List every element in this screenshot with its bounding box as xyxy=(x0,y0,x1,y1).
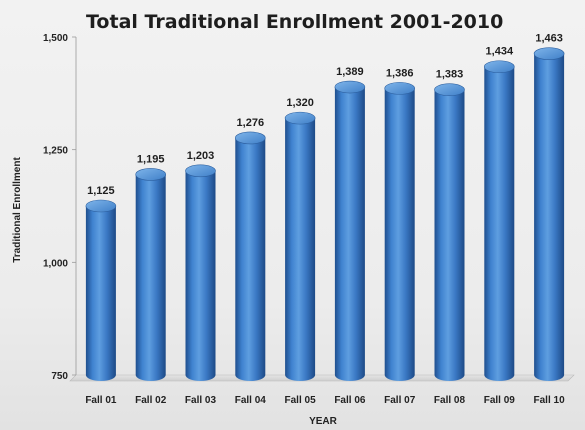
y-tick-label: 1,500 xyxy=(43,33,68,44)
bar-body xyxy=(434,89,465,381)
bar-body xyxy=(534,53,565,381)
bar-body xyxy=(285,118,316,382)
bar xyxy=(434,83,465,381)
bar-cap xyxy=(483,60,515,74)
y-tick-label: 1,000 xyxy=(43,258,68,269)
data-label: 1,320 xyxy=(286,97,314,109)
bars-group xyxy=(85,47,565,382)
data-label: 1,386 xyxy=(386,67,414,79)
data-label: 1,463 xyxy=(535,33,563,45)
bar-cap xyxy=(434,83,465,97)
labels-group: 1,125 Fall 01 1,195 Fall 02 1,203 Fall 03 1,27… xyxy=(85,33,565,406)
bar-body xyxy=(235,137,266,381)
data-label: 1,125 xyxy=(87,185,115,197)
chart-title: Total Traditional Enrollment 2001-2010 xyxy=(86,11,503,33)
bar xyxy=(135,168,166,381)
x-tick-label: Fall 01 xyxy=(85,395,117,406)
bar-cap xyxy=(384,82,416,95)
bar-cap xyxy=(235,131,266,145)
bar xyxy=(533,47,565,381)
x-tick-label: Fall 03 xyxy=(185,395,217,406)
x-tick-label: Fall 10 xyxy=(534,395,566,406)
bar xyxy=(185,164,216,381)
x-tick-label: Fall 04 xyxy=(235,395,267,406)
bar xyxy=(384,82,416,381)
x-tick-label: Fall 05 xyxy=(285,395,317,406)
bar xyxy=(235,131,266,381)
data-label: 1,434 xyxy=(486,46,514,58)
data-label: 1,383 xyxy=(436,69,464,81)
bar-body xyxy=(185,170,216,381)
bar-cap xyxy=(533,47,565,60)
data-label: 1,276 xyxy=(237,117,265,129)
x-tick-label: Fall 09 xyxy=(484,395,516,406)
bar-cap xyxy=(284,111,316,125)
x-tick-label: Fall 07 xyxy=(384,395,416,406)
bar-body xyxy=(484,66,515,381)
bar-body xyxy=(85,206,116,381)
x-tick-label: Fall 02 xyxy=(135,395,167,406)
data-label: 1,203 xyxy=(187,150,215,162)
bar-cap xyxy=(185,164,216,178)
y-tick-label: 750 xyxy=(51,371,68,382)
bar xyxy=(284,111,316,382)
x-tick-label: Fall 08 xyxy=(434,395,466,406)
bar xyxy=(483,60,515,381)
bar-cap xyxy=(334,80,366,94)
x-tick-label: Fall 06 xyxy=(334,395,366,406)
y-tick-label: 1,250 xyxy=(43,146,68,157)
data-label: 1,195 xyxy=(137,153,165,165)
bar-cap xyxy=(135,168,166,181)
x-axis-title: YEAR xyxy=(309,416,338,427)
data-label: 1,389 xyxy=(336,66,364,78)
bar-body xyxy=(334,87,365,382)
y-axis-title: Traditional Enrollment xyxy=(12,157,23,263)
bar xyxy=(85,199,117,381)
bar-body xyxy=(135,174,166,381)
bar-cap xyxy=(85,199,117,213)
bar xyxy=(334,80,366,382)
bar-body xyxy=(384,88,415,381)
